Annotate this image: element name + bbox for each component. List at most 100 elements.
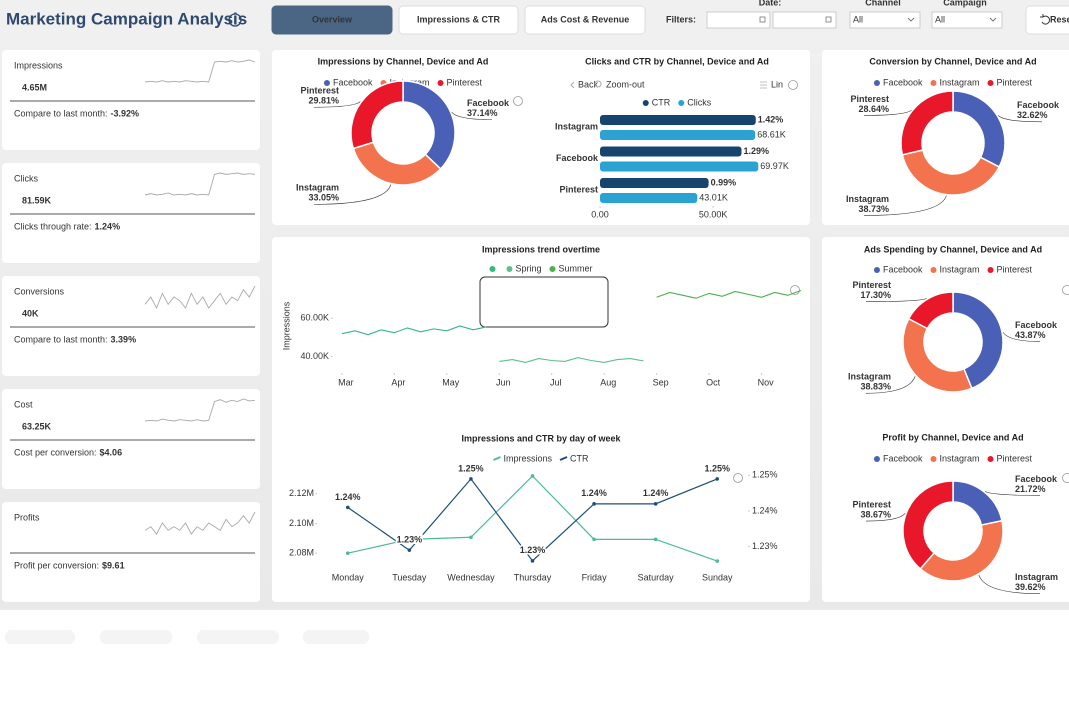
y-tick-label: 40.00K	[300, 351, 329, 361]
calendar-icon	[759, 16, 766, 23]
toolbar-button[interactable]: Lin	[771, 79, 783, 89]
help-icon[interactable]	[513, 96, 523, 106]
donut-value-label: 38.67%	[860, 509, 891, 519]
page-title: Marketing Campaign Analysis	[6, 9, 247, 28]
y-tick-label: 2.12M	[289, 488, 314, 498]
date-input[interactable]	[706, 11, 771, 29]
bar-value-label: 69.97K	[760, 161, 789, 171]
donut-value-label: 38.83%	[860, 382, 891, 392]
filters-label: Filters:	[666, 14, 696, 24]
donut-value-label: 39.62%	[1015, 582, 1046, 592]
x-tick-label: Jul	[550, 377, 562, 387]
tab[interactable]	[398, 5, 519, 35]
kpi-card	[2, 163, 260, 263]
chart-title: Impressions and CTR by day of week	[461, 433, 621, 443]
filter-label: Campaign	[943, 0, 987, 7]
donut-label: Pinterest	[852, 499, 891, 509]
data-label: 1.25%	[458, 463, 484, 473]
date-input[interactable]	[772, 11, 837, 29]
legend-marker	[642, 100, 649, 106]
legend: Impressions CTR	[493, 453, 589, 463]
point	[592, 502, 596, 506]
legend-label: Facebook	[883, 264, 923, 274]
legend-label: Impressions	[503, 453, 552, 463]
toolbar-button[interactable]: Back	[578, 79, 599, 89]
kpi-card	[2, 50, 260, 150]
kpi-note-value: 1.24%	[95, 221, 121, 231]
kpi-label: Profits	[14, 512, 40, 522]
filter-label: Channel	[865, 0, 901, 7]
legend-label: Pinterest	[997, 77, 1033, 87]
bar	[600, 130, 756, 140]
donut-value-label: 37.14%	[467, 108, 498, 118]
help-icon[interactable]	[1062, 473, 1069, 483]
reset-button[interactable]	[1025, 5, 1069, 35]
ghost-tab	[303, 630, 369, 644]
help-icon[interactable]	[788, 80, 798, 90]
dropdown-value: All	[853, 14, 863, 24]
lin-icon	[760, 81, 767, 89]
zoom-icon	[594, 80, 602, 88]
legend-marker	[987, 80, 994, 86]
donut-label: Facebook	[1015, 474, 1058, 484]
tab[interactable]	[524, 5, 646, 35]
category-label: Facebook	[556, 153, 599, 163]
back-icon	[570, 81, 575, 89]
donut-label: Pinterest	[300, 86, 339, 96]
tab-label: Ads Cost & Revenue	[541, 14, 630, 24]
help-icon[interactable]	[790, 285, 800, 295]
tab-label: Impressions & CTR	[417, 14, 501, 24]
point	[653, 537, 658, 542]
ghost-tab	[197, 630, 279, 644]
legend: Facebook Instagram Pinterest	[873, 453, 1033, 463]
category-label: Pinterest	[559, 184, 598, 194]
legend-label: Instagram	[939, 453, 979, 463]
point	[407, 548, 412, 552]
help-icon[interactable]	[733, 473, 743, 483]
point	[345, 551, 350, 555]
y2-tick-label: 1.23%	[752, 541, 778, 551]
toolbar-button[interactable]: Zoom-out	[606, 79, 645, 89]
donut-label: Pinterest	[852, 280, 891, 290]
legend-marker	[549, 266, 556, 272]
y-axis-title: Impressions	[281, 301, 291, 350]
y2-tick-label: 1.24%	[752, 505, 778, 515]
tab[interactable]	[271, 5, 393, 35]
leader-line	[865, 376, 916, 394]
filter-label: Date:	[759, 0, 782, 7]
help-icon[interactable]	[1062, 285, 1069, 295]
donut-label: Instagram	[296, 183, 339, 193]
legend-marker	[323, 80, 330, 86]
x-tick-label: Mar	[338, 377, 354, 387]
dropdown[interactable]	[849, 11, 921, 29]
donut-label: Pinterest	[850, 94, 889, 104]
info-icon-bar	[234, 18, 236, 23]
chart-title: Clicks and CTR by Channel, Device and Ad	[585, 56, 769, 66]
leader-line	[978, 574, 1041, 594]
point	[469, 535, 473, 540]
x-tick-label: Friday	[582, 572, 608, 582]
x-tick-label: Thursday	[514, 572, 552, 582]
calendar-icon	[825, 16, 832, 23]
donut-segment	[919, 519, 1004, 582]
legend: Spring Summer	[489, 263, 593, 273]
chevron	[989, 17, 997, 22]
legend: Facebook Instagram Pinterest	[873, 264, 1033, 274]
legend-marker	[930, 456, 937, 462]
x-tick-label: Jun	[496, 377, 511, 387]
leader-line	[998, 115, 1043, 123]
donut-label: Instagram	[848, 372, 891, 382]
legend-marker	[987, 267, 994, 273]
kpi-note: Cost per conversion:	[14, 447, 97, 457]
x-tick-label: Wednesday	[447, 572, 495, 582]
donut-value-label: 17.30%	[860, 290, 891, 300]
legend-marker	[678, 100, 685, 106]
tooltip-box	[479, 276, 609, 328]
kpi-note-value: $9.61	[102, 560, 125, 570]
dropdown[interactable]	[931, 11, 1003, 29]
chart-title: Impressions trend overtime	[482, 244, 600, 254]
donut-label: Facebook	[1017, 100, 1060, 110]
x-tick-label: Nov	[758, 377, 775, 387]
point	[345, 505, 350, 510]
info-icon[interactable]	[228, 13, 242, 27]
